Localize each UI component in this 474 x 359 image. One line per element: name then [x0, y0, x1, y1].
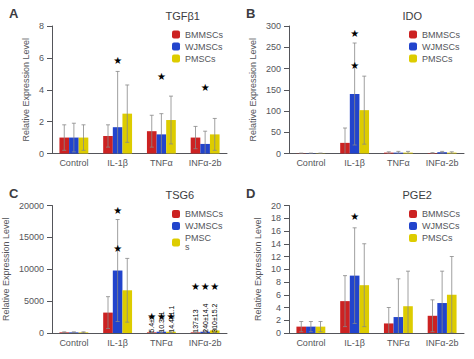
svg-text:18: 18: [271, 213, 281, 223]
svg-text:★: ★: [113, 243, 122, 254]
svg-text:16: 16: [271, 226, 281, 236]
svg-text:A: A: [9, 6, 19, 21]
svg-text:PGE2: PGE2: [403, 189, 432, 201]
svg-text:TNFα: TNFα: [150, 158, 173, 168]
svg-text:★: ★: [167, 311, 176, 322]
svg-text:TGFβ1: TGFβ1: [166, 10, 200, 22]
svg-text:TNFα: TNFα: [387, 338, 410, 348]
svg-text:PMSCs: PMSCs: [185, 54, 216, 64]
svg-text:6: 6: [39, 53, 44, 63]
svg-text:Relative Expression Level: Relative Expression Level: [1, 217, 11, 321]
svg-text:BMMSCs: BMMSCs: [422, 30, 460, 40]
svg-text:0: 0: [39, 149, 44, 159]
svg-text:10: 10: [271, 264, 281, 274]
svg-text:WJMSCs: WJMSCs: [185, 221, 223, 231]
svg-text:WJMSCs: WJMSCs: [185, 42, 223, 52]
svg-text:B: B: [246, 6, 255, 21]
svg-text:Relative Expression Level: Relative Expression Level: [248, 38, 258, 142]
svg-text:250: 250: [266, 42, 281, 52]
svg-text:WJMSCs: WJMSCs: [422, 42, 460, 52]
svg-text:8: 8: [276, 277, 281, 287]
svg-text:PMSCs: PMSCs: [422, 233, 453, 243]
svg-text:Control: Control: [59, 158, 88, 168]
svg-text:★: ★: [147, 311, 156, 322]
svg-text:★: ★: [201, 281, 210, 292]
svg-text:0: 0: [276, 328, 281, 338]
svg-text:★: ★: [113, 55, 122, 66]
svg-text:TNFα: TNFα: [150, 338, 173, 348]
svg-text:IL-1β: IL-1β: [344, 158, 365, 168]
svg-text:WJMSCs: WJMSCs: [422, 221, 460, 231]
svg-text:12: 12: [271, 252, 281, 262]
svg-text:20000: 20000: [19, 201, 44, 211]
svg-text:20: 20: [271, 201, 281, 211]
svg-text:2: 2: [276, 315, 281, 325]
svg-text:★: ★: [350, 211, 359, 222]
svg-text:★: ★: [157, 311, 166, 322]
svg-text:240±14.4: 240±14.4: [202, 303, 209, 332]
svg-text:IL-1β: IL-1β: [107, 338, 128, 348]
svg-text:★: ★: [201, 82, 210, 93]
svg-text:INFα-2b: INFα-2b: [189, 338, 222, 348]
svg-text:★: ★: [350, 28, 359, 39]
svg-text:4: 4: [276, 303, 281, 313]
svg-text:0: 0: [276, 149, 281, 159]
svg-text:14.4±1.1: 14.4±1.1: [167, 305, 175, 333]
svg-text:INFα-2b: INFα-2b: [189, 158, 222, 168]
svg-text:D: D: [246, 186, 255, 201]
svg-text:150: 150: [266, 85, 281, 95]
svg-text:310±15.2: 310±15.2: [211, 303, 218, 332]
svg-text:4: 4: [39, 85, 44, 95]
svg-text:200: 200: [266, 64, 281, 74]
svg-text:Control: Control: [296, 338, 325, 348]
svg-text:IDO: IDO: [403, 10, 423, 22]
svg-text:300: 300: [266, 21, 281, 31]
svg-text:10000: 10000: [19, 264, 44, 274]
svg-text:INFα-2b: INFα-2b: [426, 338, 459, 348]
svg-text:15000: 15000: [19, 232, 44, 242]
svg-text:IL-1β: IL-1β: [344, 338, 365, 348]
svg-text:★: ★: [113, 205, 122, 216]
svg-text:PMSCs: PMSCs: [422, 54, 453, 64]
svg-text:★: ★: [157, 71, 166, 82]
svg-text:TSG6: TSG6: [166, 189, 195, 201]
svg-text:BMMSCs: BMMSCs: [422, 209, 460, 219]
svg-text:★: ★: [210, 281, 219, 292]
svg-text:14: 14: [271, 239, 281, 249]
svg-text:8: 8: [39, 21, 44, 31]
svg-text:50: 50: [271, 127, 281, 137]
svg-text:0: 0: [39, 328, 44, 338]
svg-text:C: C: [9, 186, 19, 201]
svg-text:BMMSCs: BMMSCs: [185, 30, 223, 40]
svg-text:5000: 5000: [24, 296, 44, 306]
svg-text:BMMSCs: BMMSCs: [185, 209, 223, 219]
svg-text:Control: Control: [59, 338, 88, 348]
svg-text:IL-1β: IL-1β: [107, 158, 128, 168]
svg-text:Relative Expression Level: Relative Expression Level: [253, 217, 263, 321]
svg-text:100: 100: [266, 106, 281, 116]
svg-text:Relative Expression Level: Relative Expression Level: [21, 38, 31, 142]
svg-text:5.4±1: 5.4±1: [148, 315, 156, 333]
svg-text:6: 6: [276, 290, 281, 300]
svg-text:s: s: [185, 242, 190, 252]
svg-text:2: 2: [39, 117, 44, 127]
svg-text:★: ★: [350, 60, 359, 71]
svg-text:Control: Control: [296, 158, 325, 168]
svg-text:TNFα: TNFα: [387, 158, 410, 168]
svg-text:★: ★: [191, 281, 200, 292]
svg-text:137±13: 137±13: [192, 309, 199, 332]
svg-text:INFα-2b: INFα-2b: [426, 158, 459, 168]
svg-text:PMSC: PMSC: [185, 233, 211, 243]
